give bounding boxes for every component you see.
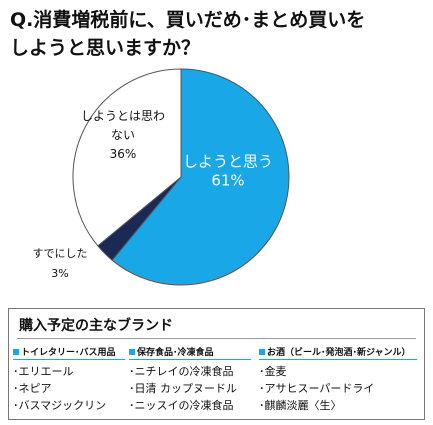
brand-column-header: 保存食品･冷凍食品 [129,345,251,360]
pie-slice [72,68,182,247]
brand-box-title: 購入予定の主なブランド [19,318,173,334]
brand-box-divider [17,338,416,339]
brand-item: ･ネピア [13,382,52,395]
brand-box: 購入予定の主なブランド トイレタリー･バス用品 ･エリエール ･ネピア ･バスマ… [8,308,425,420]
brand-column-header: お酒（ビール･発泡酒･新ジャンル） [259,345,417,360]
brand-column-header-text: 保存食品･冷凍食品 [137,348,214,358]
brand-item: ･日清 カップヌードル [129,382,237,395]
brand-column-toiletry: トイレタリー･バス用品 ･エリエール ･ネピア ･バスマジックリン [13,345,125,414]
square-bullet-icon [129,348,135,355]
square-bullet-icon [259,348,265,355]
pie-chart: しようと思う 61% すでにした 3% しようとは思わない 36% [32,68,290,286]
brand-column-alcohol: お酒（ビール･発泡酒･新ジャンル） ･金麦 ･アサヒスーパードライ ･麒麟淡麗〈… [259,345,417,414]
brand-item: ･バスマジックリン [13,399,107,412]
pie-slice-label: しようとは思わない 36% [81,109,165,161]
title-line-1: Q.消費増税前に、買いだめ･まとめ買いを [10,9,366,31]
brand-item: ･ニッスイの冷凍食品 [129,399,234,412]
brand-column-header: トイレタリー･バス用品 [13,345,125,360]
square-bullet-icon [13,348,19,355]
pie-slice-label: すでにした 3% [32,247,87,280]
pie-slice-label: しようと思う 61% [183,153,273,190]
chart-title: Q.消費増税前に、買いだめ･まとめ買いを しようと思いますか？ [10,6,430,62]
brand-item: ･麒麟淡麗〈生〉 [259,399,342,412]
brand-item: ･アサヒスーパードライ [259,382,375,395]
brand-item: ･ニチレイの冷凍食品 [129,365,234,378]
title-line-2: しようと思いますか？ [10,37,201,59]
brand-column-header-text: お酒（ビール･発泡酒･新ジャンル） [267,348,411,358]
brand-item: ･エリエール [13,365,74,378]
pie-slice [111,68,290,286]
brand-item: ･金麦 [259,365,287,378]
brand-column-food: 保存食品･冷凍食品 ･ニチレイの冷凍食品 ･日清 カップヌードル ･ニッスイの冷… [129,345,251,414]
brand-column-header-text: トイレタリー･バス用品 [21,348,116,358]
